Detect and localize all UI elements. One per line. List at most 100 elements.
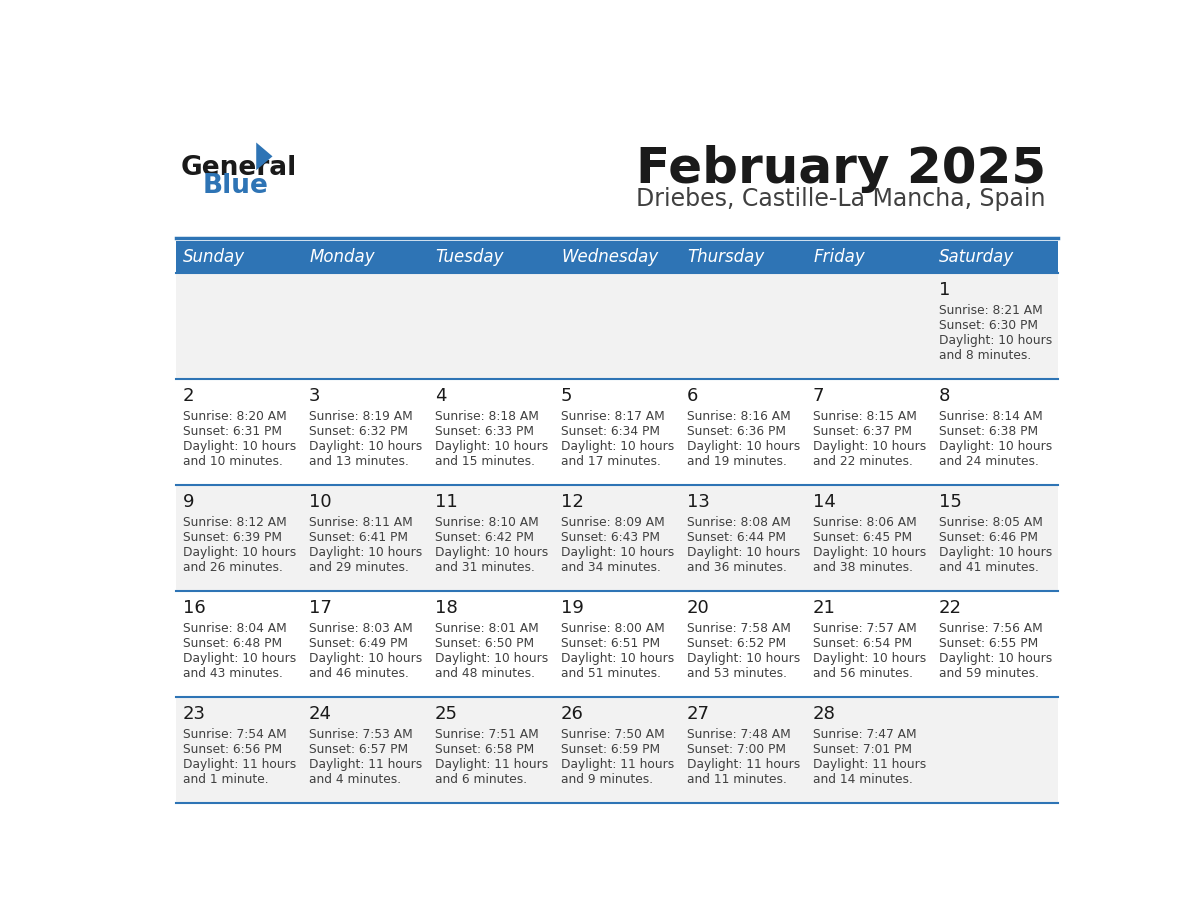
Text: Sunrise: 8:00 AM: Sunrise: 8:00 AM xyxy=(561,622,664,635)
Text: Daylight: 10 hours: Daylight: 10 hours xyxy=(183,441,296,453)
Bar xyxy=(176,591,302,697)
Bar xyxy=(680,486,805,591)
Text: Daylight: 11 hours: Daylight: 11 hours xyxy=(435,758,548,771)
Text: and 41 minutes.: and 41 minutes. xyxy=(939,561,1038,574)
Text: 23: 23 xyxy=(183,705,206,722)
Text: Sunrise: 7:56 AM: Sunrise: 7:56 AM xyxy=(939,622,1042,635)
Bar xyxy=(428,591,554,697)
Text: and 1 minute.: and 1 minute. xyxy=(183,773,268,786)
Text: Sunrise: 8:12 AM: Sunrise: 8:12 AM xyxy=(183,516,286,529)
Text: 6: 6 xyxy=(687,387,697,405)
Text: 10: 10 xyxy=(309,493,331,511)
Text: Sunrise: 8:09 AM: Sunrise: 8:09 AM xyxy=(561,516,664,529)
Bar xyxy=(680,697,805,803)
Text: Daylight: 10 hours: Daylight: 10 hours xyxy=(309,441,422,453)
Text: Sunrise: 7:53 AM: Sunrise: 7:53 AM xyxy=(309,728,412,741)
Text: and 10 minutes.: and 10 minutes. xyxy=(183,455,283,468)
Bar xyxy=(428,486,554,591)
Text: and 17 minutes.: and 17 minutes. xyxy=(561,455,661,468)
Bar xyxy=(428,697,554,803)
Text: Sunset: 6:54 PM: Sunset: 6:54 PM xyxy=(813,637,911,650)
Text: Daylight: 10 hours: Daylight: 10 hours xyxy=(687,546,800,559)
Text: 14: 14 xyxy=(813,493,835,511)
Text: Sunset: 6:48 PM: Sunset: 6:48 PM xyxy=(183,637,282,650)
Text: Sunset: 6:46 PM: Sunset: 6:46 PM xyxy=(939,532,1037,544)
Text: Daylight: 10 hours: Daylight: 10 hours xyxy=(183,652,296,665)
Text: Daylight: 10 hours: Daylight: 10 hours xyxy=(435,441,548,453)
Text: Saturday: Saturday xyxy=(940,248,1015,266)
Text: Daylight: 11 hours: Daylight: 11 hours xyxy=(561,758,674,771)
Text: Daylight: 10 hours: Daylight: 10 hours xyxy=(183,546,296,559)
Text: Sunset: 6:56 PM: Sunset: 6:56 PM xyxy=(183,743,282,756)
Text: Sunset: 6:58 PM: Sunset: 6:58 PM xyxy=(435,743,533,756)
Bar xyxy=(554,274,680,379)
Text: Sunset: 6:38 PM: Sunset: 6:38 PM xyxy=(939,425,1037,438)
Text: 1: 1 xyxy=(939,281,950,299)
Text: Daylight: 10 hours: Daylight: 10 hours xyxy=(687,652,800,665)
Text: Daylight: 10 hours: Daylight: 10 hours xyxy=(435,546,548,559)
Text: 3: 3 xyxy=(309,387,320,405)
Text: Sunrise: 8:03 AM: Sunrise: 8:03 AM xyxy=(309,622,412,635)
Bar xyxy=(805,274,931,379)
Text: Thursday: Thursday xyxy=(688,248,765,266)
Text: Daylight: 11 hours: Daylight: 11 hours xyxy=(183,758,296,771)
Text: Sunset: 6:50 PM: Sunset: 6:50 PM xyxy=(435,637,533,650)
Bar xyxy=(554,697,680,803)
Text: February 2025: February 2025 xyxy=(636,145,1045,193)
Text: Sunset: 7:00 PM: Sunset: 7:00 PM xyxy=(687,743,785,756)
Text: Sunset: 6:45 PM: Sunset: 6:45 PM xyxy=(813,532,911,544)
Text: Sunset: 6:37 PM: Sunset: 6:37 PM xyxy=(813,425,911,438)
Text: Driebes, Castille-La Mancha, Spain: Driebes, Castille-La Mancha, Spain xyxy=(637,187,1045,211)
Bar xyxy=(554,241,680,274)
Text: and 19 minutes.: and 19 minutes. xyxy=(687,455,786,468)
Bar xyxy=(428,241,554,274)
Text: 11: 11 xyxy=(435,493,457,511)
Bar xyxy=(176,379,302,486)
Text: Sunrise: 8:18 AM: Sunrise: 8:18 AM xyxy=(435,410,538,423)
Bar xyxy=(931,486,1057,591)
Text: Sunset: 6:34 PM: Sunset: 6:34 PM xyxy=(561,425,659,438)
Bar xyxy=(302,379,428,486)
Bar xyxy=(176,486,302,591)
Bar xyxy=(302,241,428,274)
Bar xyxy=(680,274,805,379)
Bar xyxy=(805,486,931,591)
Text: Sunrise: 7:54 AM: Sunrise: 7:54 AM xyxy=(183,728,286,741)
Bar xyxy=(428,379,554,486)
Text: and 48 minutes.: and 48 minutes. xyxy=(435,667,535,680)
Text: Sunrise: 8:21 AM: Sunrise: 8:21 AM xyxy=(939,304,1042,318)
Text: 21: 21 xyxy=(813,599,835,617)
Bar xyxy=(805,697,931,803)
Text: Sunrise: 8:16 AM: Sunrise: 8:16 AM xyxy=(687,410,790,423)
Text: Sunrise: 7:48 AM: Sunrise: 7:48 AM xyxy=(687,728,790,741)
Text: Daylight: 11 hours: Daylight: 11 hours xyxy=(813,758,925,771)
Text: 2: 2 xyxy=(183,387,194,405)
Text: 24: 24 xyxy=(309,705,331,722)
Text: Sunrise: 8:17 AM: Sunrise: 8:17 AM xyxy=(561,410,664,423)
Text: Daylight: 10 hours: Daylight: 10 hours xyxy=(939,546,1051,559)
Text: Daylight: 10 hours: Daylight: 10 hours xyxy=(813,441,925,453)
Text: and 15 minutes.: and 15 minutes. xyxy=(435,455,535,468)
Bar xyxy=(805,591,931,697)
Text: Friday: Friday xyxy=(814,248,865,266)
Text: Sunrise: 7:47 AM: Sunrise: 7:47 AM xyxy=(813,728,916,741)
Text: and 51 minutes.: and 51 minutes. xyxy=(561,667,661,680)
Bar xyxy=(931,241,1057,274)
Text: 22: 22 xyxy=(939,599,961,617)
Text: Sunset: 6:30 PM: Sunset: 6:30 PM xyxy=(939,319,1037,332)
Text: Daylight: 10 hours: Daylight: 10 hours xyxy=(939,334,1051,347)
Text: Sunrise: 8:14 AM: Sunrise: 8:14 AM xyxy=(939,410,1042,423)
Text: Daylight: 10 hours: Daylight: 10 hours xyxy=(813,546,925,559)
Text: Sunrise: 8:20 AM: Sunrise: 8:20 AM xyxy=(183,410,286,423)
Text: Sunset: 6:59 PM: Sunset: 6:59 PM xyxy=(561,743,659,756)
Text: Blue: Blue xyxy=(203,174,268,199)
Text: Sunrise: 8:01 AM: Sunrise: 8:01 AM xyxy=(435,622,538,635)
Text: and 26 minutes.: and 26 minutes. xyxy=(183,561,283,574)
Text: 5: 5 xyxy=(561,387,573,405)
Text: Sunrise: 8:15 AM: Sunrise: 8:15 AM xyxy=(813,410,916,423)
Text: 19: 19 xyxy=(561,599,583,617)
Text: 12: 12 xyxy=(561,493,583,511)
Text: Sunset: 6:43 PM: Sunset: 6:43 PM xyxy=(561,532,659,544)
Text: Sunday: Sunday xyxy=(183,248,246,266)
Text: 17: 17 xyxy=(309,599,331,617)
